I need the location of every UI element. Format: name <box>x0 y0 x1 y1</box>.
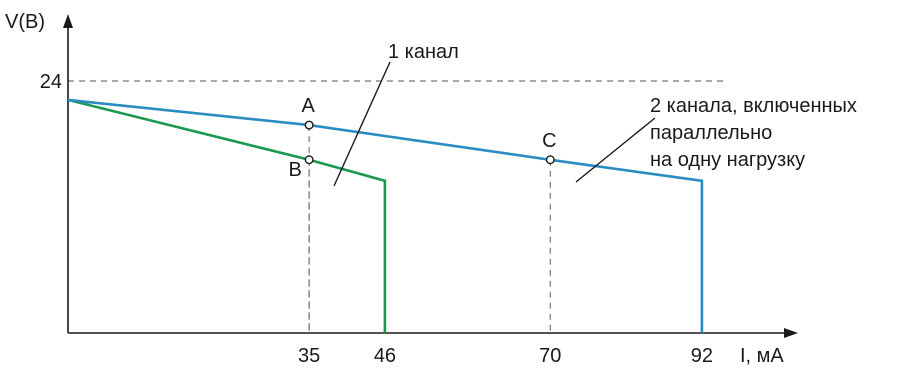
y-tick-label: 24 <box>40 71 62 93</box>
point-label-a: A <box>301 95 315 117</box>
series-leaders <box>333 61 656 187</box>
x-tick-label: 46 <box>374 345 396 367</box>
point-marker-b <box>304 155 314 165</box>
series-labels: 1 канал 2 канала, включенных параллельно… <box>388 41 857 171</box>
series-label-2-kanala-line-3: на одну нагрузку <box>650 149 805 171</box>
markers: A B C <box>288 95 556 181</box>
series <box>67 98 704 333</box>
series-label-2-kanala-line-1: 2 канала, включенных <box>650 95 857 117</box>
point-marker-a <box>304 120 314 130</box>
x-tick-label: 35 <box>298 345 320 367</box>
x-axis-label: I, мА <box>740 345 784 367</box>
leader-2-kanala <box>575 117 656 183</box>
x-tick-label: 92 <box>691 345 713 367</box>
series-label-2-kanala-line-2: параллельно <box>650 122 772 144</box>
y-axis-arrow <box>63 14 73 28</box>
series-label-1-kanal: 1 канал <box>388 41 459 63</box>
point-label-c: C <box>542 130 556 152</box>
point-label-b: B <box>288 159 301 181</box>
series-line-0 <box>67 98 387 333</box>
axes: V(B) I, мА <box>5 11 798 367</box>
point-marker-c <box>545 155 555 165</box>
guide-lines <box>68 80 727 333</box>
x-tick-label: 70 <box>539 345 561 367</box>
x-axis-arrow <box>784 328 798 338</box>
leader-1-kanal <box>333 61 391 187</box>
y-axis-label: V(B) <box>5 11 45 33</box>
ticks: 24 35 46 70 92 <box>40 71 713 367</box>
